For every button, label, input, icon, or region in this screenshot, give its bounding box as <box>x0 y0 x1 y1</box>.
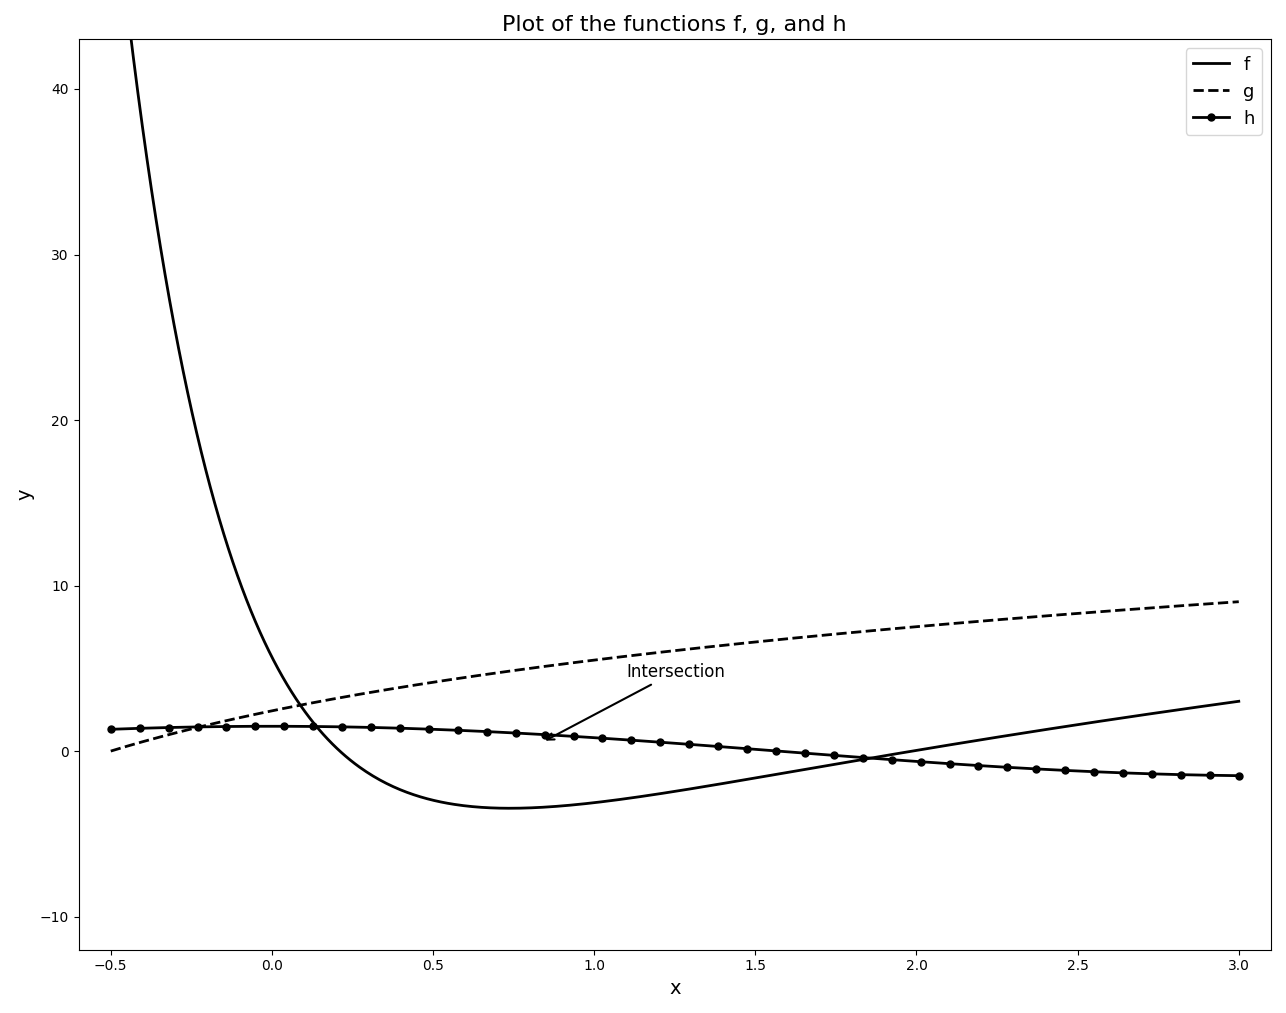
Title: Plot of the functions f, g, and h: Plot of the functions f, g, and h <box>503 15 847 35</box>
h <box>334 721 350 733</box>
Y-axis label: y: y <box>15 489 33 500</box>
h <box>1115 767 1130 779</box>
h <box>276 720 292 732</box>
h <box>392 722 408 734</box>
h <box>682 738 697 751</box>
h <box>1057 765 1073 777</box>
g <box>639 647 655 659</box>
h <box>508 727 523 739</box>
f <box>715 777 730 789</box>
h <box>883 754 899 766</box>
g <box>714 639 729 651</box>
h <box>450 724 466 736</box>
h <box>1173 769 1188 781</box>
h <box>1087 766 1102 778</box>
h <box>1029 763 1044 775</box>
h <box>536 728 552 741</box>
g <box>1028 611 1043 623</box>
h <box>797 747 813 759</box>
h <box>768 745 783 757</box>
h <box>132 722 148 734</box>
h <box>1202 769 1218 781</box>
Line: f: f <box>111 0 1238 808</box>
h <box>739 743 755 755</box>
h <box>480 725 495 737</box>
X-axis label: x: x <box>669 979 680 998</box>
f <box>777 767 792 779</box>
h <box>624 734 639 747</box>
h <box>999 761 1015 773</box>
f <box>1231 695 1246 707</box>
h <box>941 758 957 770</box>
h <box>826 750 841 762</box>
h <box>594 732 610 745</box>
h <box>652 736 667 749</box>
f <box>1206 699 1222 711</box>
f <box>1030 724 1046 736</box>
h <box>103 723 118 735</box>
h <box>190 721 206 733</box>
h <box>855 752 871 764</box>
h <box>1231 770 1246 782</box>
h <box>161 721 176 733</box>
h <box>248 720 264 732</box>
g <box>774 633 790 645</box>
h <box>971 760 986 772</box>
h <box>422 723 437 735</box>
f <box>640 789 656 801</box>
h <box>566 730 581 743</box>
Text: Intersection: Intersection <box>547 663 725 739</box>
f <box>503 802 518 814</box>
h <box>1145 768 1160 780</box>
h <box>219 720 234 732</box>
h <box>364 721 379 733</box>
Line: g: g <box>111 602 1238 751</box>
g <box>1231 596 1246 608</box>
Legend: f, g, h: f, g, h <box>1186 49 1262 135</box>
g <box>1204 598 1219 610</box>
g <box>646 647 661 659</box>
Line: h: h <box>107 723 1242 779</box>
h <box>710 741 725 753</box>
g <box>103 745 118 757</box>
f <box>648 788 664 800</box>
h <box>306 720 322 732</box>
h <box>913 756 928 768</box>
